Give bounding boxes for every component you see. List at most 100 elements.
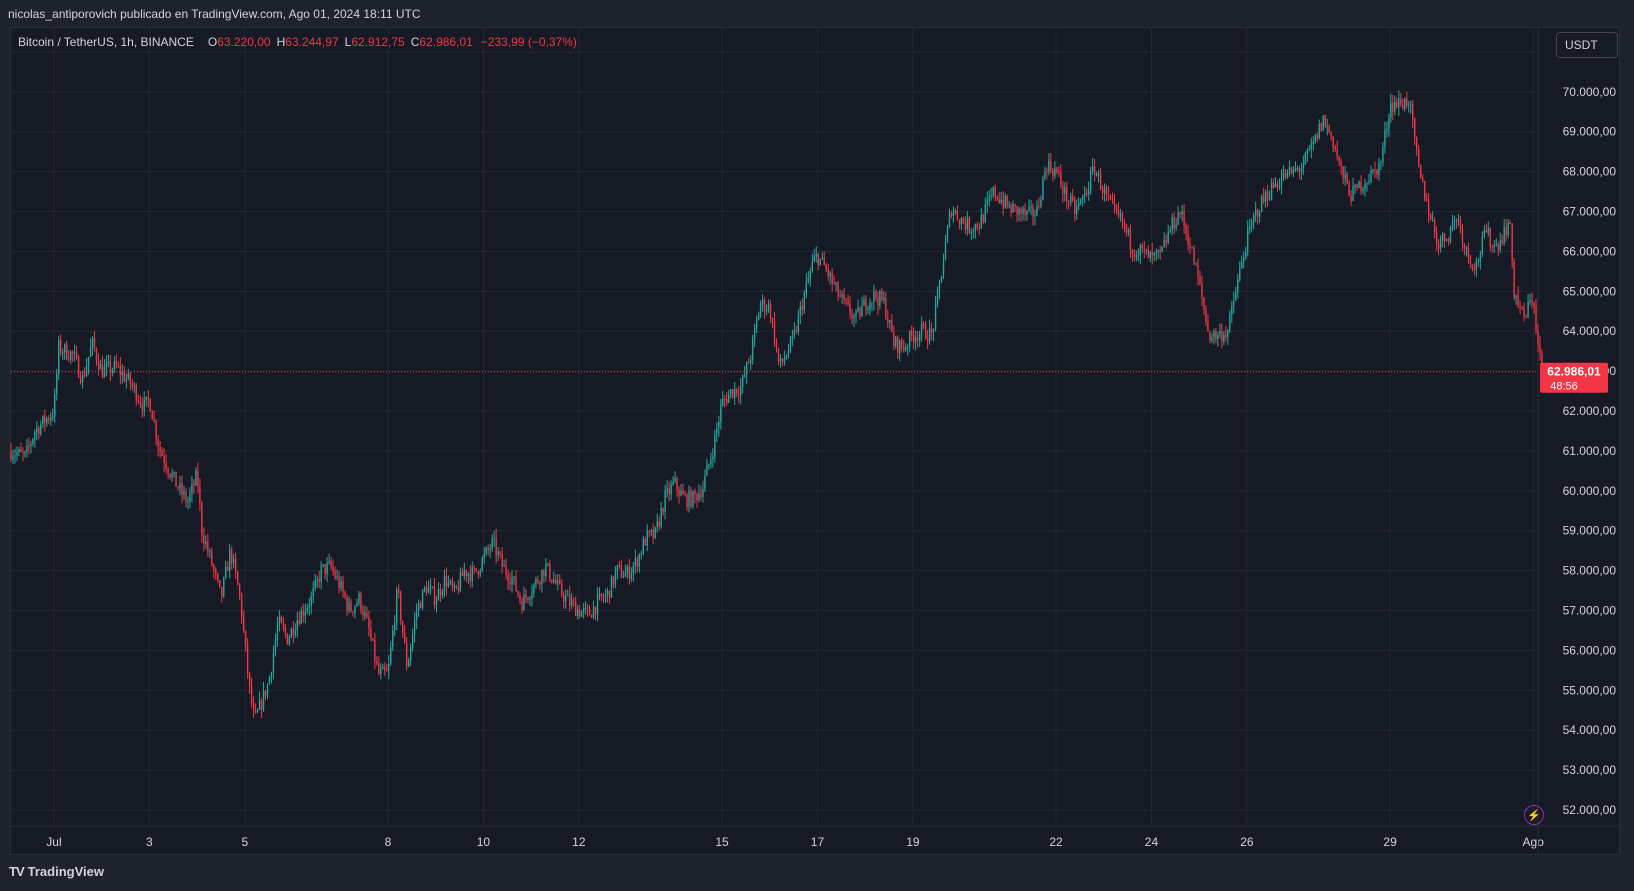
candle-body: [519, 595, 521, 601]
candle-body: [1093, 166, 1096, 176]
candle-body: [781, 358, 784, 362]
candle-body: [1193, 247, 1195, 265]
chart-frame[interactable]: [10, 27, 1620, 855]
candle-body: [831, 272, 833, 283]
candle-body: [638, 554, 640, 568]
candle-body: [1058, 171, 1060, 173]
candle-body: [1404, 98, 1406, 109]
symbol-label[interactable]: Bitcoin / TetherUS, 1h, BINANCE: [18, 35, 194, 49]
candle-body: [1109, 195, 1112, 200]
candle-body: [1400, 98, 1402, 105]
candle-body: [139, 401, 141, 405]
candle-body: [1201, 283, 1203, 298]
change-value: −233,99 (−0,37%): [480, 35, 577, 49]
y-tick-label: 52.000,00: [1563, 803, 1617, 817]
candle-body: [511, 577, 513, 585]
candle-body: [926, 339, 929, 342]
candle-body: [1008, 205, 1010, 207]
candle-body: [853, 315, 855, 319]
candle-body: [559, 580, 561, 584]
candle-body: [1316, 134, 1319, 139]
candle-body: [433, 586, 436, 605]
candle-body: [1477, 261, 1480, 263]
candle-body: [199, 486, 201, 504]
candle-body: [105, 363, 108, 368]
currency-button[interactable]: USDT: [1556, 32, 1618, 58]
y-tick-label: 60.000,00: [1563, 484, 1617, 498]
candle-body: [141, 404, 143, 411]
candle-body: [1223, 334, 1225, 342]
candle-body: [469, 573, 471, 582]
candle-body: [700, 493, 702, 498]
candle-body: [1227, 330, 1229, 338]
candle-body: [910, 331, 913, 336]
candle-body: [584, 607, 587, 609]
candle-body: [916, 337, 919, 340]
y-tick-label: 55.000,00: [1563, 683, 1617, 697]
candle-body: [69, 351, 72, 360]
candle-body: [46, 418, 48, 424]
candle-body: [596, 595, 599, 614]
candle-body: [1205, 309, 1207, 322]
candle-body: [439, 589, 442, 596]
candle-body: [58, 339, 60, 374]
candle-body: [384, 666, 386, 671]
candle-body: [250, 685, 253, 704]
y-tick-label: 68.000,00: [1563, 165, 1617, 179]
candle-body: [773, 320, 776, 344]
candle-body: [1537, 330, 1539, 345]
candle-body: [473, 567, 475, 569]
candle-body: [741, 375, 744, 387]
tradingview-logo[interactable]: TV TradingView: [9, 864, 104, 879]
candle-body: [761, 299, 764, 304]
candle-body: [417, 603, 420, 612]
candle-body: [215, 570, 217, 574]
candle-body: [1171, 217, 1173, 230]
y-tick-label: 67.000,00: [1563, 205, 1617, 219]
candle-body: [153, 419, 155, 422]
candle-body: [189, 493, 191, 502]
candle-body: [451, 580, 454, 588]
candle-body: [1038, 206, 1040, 208]
candle-body: [185, 491, 187, 503]
candle-body: [875, 291, 877, 299]
candle-body: [652, 530, 654, 538]
candle-body: [14, 455, 16, 457]
candle-body: [314, 580, 316, 589]
candle-body: [1521, 307, 1523, 309]
candle-body: [1423, 181, 1426, 200]
candle-body: [757, 314, 760, 321]
candle-body: [221, 587, 223, 597]
candle-body: [962, 218, 965, 224]
candle-body: [232, 559, 235, 563]
candle-body: [1529, 300, 1531, 302]
candle-body: [1429, 214, 1432, 221]
candle-body: [841, 294, 843, 297]
candle-body: [230, 549, 233, 563]
lightning-icon[interactable]: ⚡: [1524, 805, 1544, 825]
candle-body: [628, 566, 631, 579]
candle-body: [1197, 264, 1199, 277]
candle-body: [694, 491, 696, 495]
candle-body: [1511, 223, 1513, 262]
candle-body: [1449, 228, 1452, 242]
open-label: O: [207, 35, 218, 49]
candle-body: [32, 439, 34, 444]
x-tick-label: 29: [1383, 835, 1397, 849]
candle-body: [873, 291, 875, 303]
candle-body: [455, 585, 458, 588]
candle-body: [940, 276, 943, 283]
candle-body: [549, 563, 551, 580]
candle-body: [1457, 219, 1460, 222]
candle-body: [692, 491, 694, 507]
candle-body: [1056, 168, 1058, 172]
candle-body: [1326, 126, 1328, 128]
candle-body: [1421, 177, 1424, 182]
candle-body: [905, 346, 907, 351]
candle-body: [1394, 101, 1396, 112]
candle-body: [443, 575, 446, 592]
candle-body: [159, 447, 161, 451]
candle-body: [1123, 222, 1126, 225]
candle-body: [409, 647, 412, 661]
